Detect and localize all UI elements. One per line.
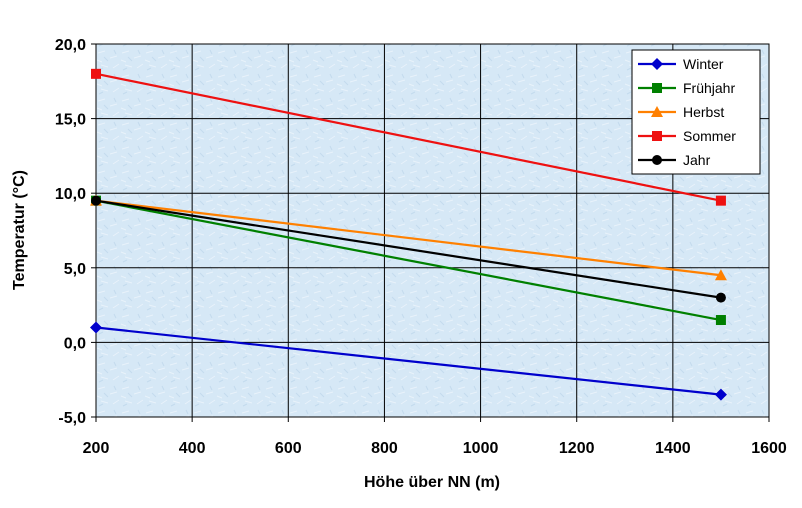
x-axis-ticks: 200 400 600 800 1000 1200 1400 1600 <box>83 417 787 457</box>
y-tick-label-2: 5,0 <box>64 261 86 278</box>
legend-label-sommer: Sommer <box>683 128 736 144</box>
y-tick-label-5: 20,0 <box>55 37 86 54</box>
data-point-fr-hjahr-1 <box>715 315 726 326</box>
series-line-fr-hjahr <box>95 199 722 322</box>
legend-marker-sommer <box>652 131 662 141</box>
legend-label-fr-hjahr: Frühjahr <box>683 80 735 96</box>
legend-entry-sommer: Sommer <box>638 128 736 144</box>
data-point-jahr-0 <box>91 195 101 206</box>
series-sommer <box>91 68 726 206</box>
data-point-sommer-0 <box>91 68 101 79</box>
legend-entry-jahr: Jahr <box>638 152 711 168</box>
data-point-sommer-1 <box>715 195 726 206</box>
y-tick-label-1: 0,0 <box>64 335 86 352</box>
plot-border <box>95 43 770 418</box>
y-tick-label-4: 15,0 <box>55 112 86 129</box>
legend-entry-winter: Winter <box>638 56 724 72</box>
series-line-herbst <box>95 199 722 277</box>
x-tick-label-0: 200 <box>83 440 110 457</box>
series-jahr <box>91 195 726 303</box>
x-tick-label-5: 1200 <box>559 440 595 457</box>
x-tick-label-1: 400 <box>179 440 206 457</box>
series-line-sommer <box>95 72 722 202</box>
legend-label-jahr: Jahr <box>683 152 711 168</box>
legend-entry-herbst: Herbst <box>638 104 724 120</box>
y-tick-label-0: -5,0 <box>58 410 86 427</box>
data-point-herbst-1 <box>714 269 727 281</box>
legend: Winter Frühjahr Herbst Sommer Jahr <box>631 49 761 175</box>
legend-entry-fr-hjahr: Frühjahr <box>638 80 735 96</box>
legend-marker-fr-hjahr <box>652 83 662 93</box>
data-point-winter-1 <box>714 388 727 401</box>
x-tick-label-4: 1000 <box>463 440 499 457</box>
x-tick-label-2: 600 <box>275 440 302 457</box>
data-point-winter-0 <box>90 321 102 334</box>
series-line-winter <box>95 326 722 396</box>
legend-label-herbst: Herbst <box>683 104 724 120</box>
y-tick-label-3: 10,0 <box>55 186 86 203</box>
y-axis-title: Temperatur (°C) <box>11 170 28 290</box>
series-line-jahr <box>95 199 722 299</box>
x-tick-label-3: 800 <box>371 440 398 457</box>
x-tick-label-6: 1400 <box>655 440 691 457</box>
legend-marker-jahr <box>652 155 662 165</box>
series-group <box>90 68 727 401</box>
legend-marker-winter <box>651 58 663 70</box>
legend-marker-herbst <box>651 106 663 117</box>
y-axis-ticks: -5,0 0,0 5,0 10,0 15,0 20,0 <box>55 37 96 427</box>
legend-label-winter: Winter <box>683 56 724 72</box>
x-tick-label-7: 1600 <box>751 440 787 457</box>
data-point-jahr-1 <box>715 292 726 303</box>
series-winter <box>90 321 727 401</box>
x-axis-title: Höhe über NN (m) <box>364 474 500 491</box>
